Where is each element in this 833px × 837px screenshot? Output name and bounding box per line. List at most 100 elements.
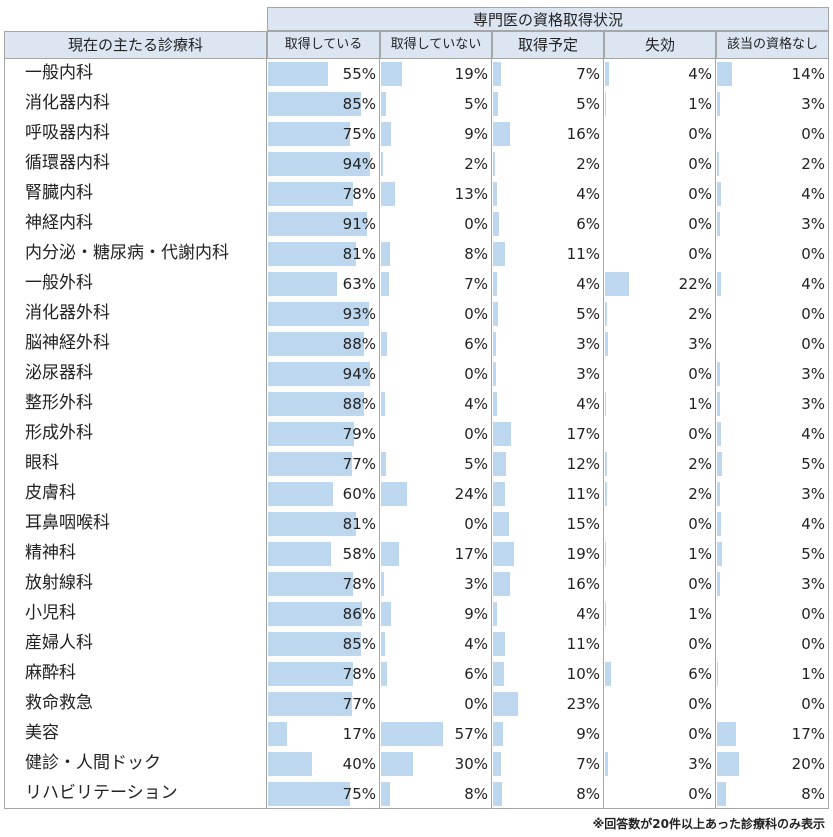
- row-label: リハビリテーション: [4, 779, 267, 809]
- value-cell: 11%: [492, 629, 604, 659]
- value-label: 0%: [464, 425, 488, 443]
- value-cell: 17%: [492, 419, 604, 449]
- value-label: 0%: [688, 635, 712, 653]
- value-cell: 2%: [604, 479, 716, 509]
- value-label: 2%: [688, 485, 712, 503]
- value-label: 0%: [801, 335, 825, 353]
- value-label: 11%: [566, 485, 600, 503]
- value-bar: [381, 572, 385, 596]
- value-label: 3%: [801, 485, 825, 503]
- value-label: 22%: [678, 275, 712, 293]
- value-cell: 0%: [604, 569, 716, 599]
- value-bar: [268, 92, 361, 116]
- value-bar: [605, 62, 610, 86]
- row-label: 腎臓内科: [4, 179, 267, 209]
- value-bar: [605, 602, 607, 626]
- value-bar: [268, 392, 364, 416]
- value-cell: 0%: [380, 209, 492, 239]
- value-label: 3%: [801, 365, 825, 383]
- value-cell: 11%: [492, 479, 604, 509]
- value-cell: 19%: [380, 59, 492, 89]
- value-label: 0%: [464, 515, 488, 533]
- value-bar: [717, 272, 722, 296]
- value-cell: 63%: [267, 269, 380, 299]
- value-label: 1%: [801, 665, 825, 683]
- value-bar: [381, 602, 391, 626]
- value-label: 94%: [342, 365, 376, 383]
- value-label: 7%: [576, 755, 600, 773]
- value-label: 0%: [688, 575, 712, 593]
- value-cell: 0%: [380, 299, 492, 329]
- value-label: 9%: [464, 125, 488, 143]
- value-cell: 0%: [380, 419, 492, 449]
- value-bar: [493, 422, 512, 446]
- value-cell: 3%: [604, 749, 716, 779]
- value-cell: 13%: [380, 179, 492, 209]
- value-label: 2%: [688, 305, 712, 323]
- value-cell: 0%: [380, 359, 492, 389]
- value-cell: 0%: [380, 509, 492, 539]
- value-cell: 15%: [492, 509, 604, 539]
- value-label: 81%: [342, 245, 376, 263]
- value-cell: 40%: [267, 749, 380, 779]
- value-bar: [717, 212, 721, 236]
- value-cell: 20%: [716, 749, 829, 779]
- value-cell: 5%: [492, 299, 604, 329]
- value-bar: [268, 332, 364, 356]
- value-bar: [381, 482, 407, 506]
- value-bar: [493, 602, 498, 626]
- value-label: 8%: [801, 785, 825, 803]
- value-bar: [268, 662, 354, 686]
- value-cell: 8%: [380, 239, 492, 269]
- value-cell: 17%: [267, 719, 380, 749]
- value-bar: [717, 482, 721, 506]
- value-label: 3%: [801, 215, 825, 233]
- value-label: 0%: [801, 695, 825, 713]
- row-label: 放射線科: [4, 569, 267, 599]
- row-label: 呼吸器内科: [4, 119, 267, 149]
- value-bar: [605, 482, 608, 506]
- value-cell: 58%: [267, 539, 380, 569]
- value-bar: [717, 452, 723, 476]
- value-label: 91%: [342, 215, 376, 233]
- row-label: 皮膚科: [4, 479, 267, 509]
- value-bar: [493, 242, 505, 266]
- value-label: 6%: [464, 665, 488, 683]
- value-bar: [493, 452, 506, 476]
- value-cell: 5%: [380, 89, 492, 119]
- value-bar: [493, 542, 514, 566]
- value-cell: 17%: [380, 539, 492, 569]
- value-cell: 0%: [716, 239, 829, 269]
- value-label: 30%: [454, 755, 488, 773]
- value-cell: 0%: [604, 359, 716, 389]
- value-cell: 14%: [716, 59, 829, 89]
- row-label: 泌尿器科: [4, 359, 267, 389]
- value-cell: 2%: [604, 449, 716, 479]
- value-label: 1%: [688, 395, 712, 413]
- value-cell: 23%: [492, 689, 604, 719]
- value-cell: 4%: [380, 629, 492, 659]
- value-cell: 78%: [267, 569, 380, 599]
- value-cell: 88%: [267, 389, 380, 419]
- value-cell: 8%: [380, 779, 492, 809]
- value-label: 93%: [342, 305, 376, 323]
- value-label: 78%: [342, 575, 376, 593]
- value-cell: 85%: [267, 89, 380, 119]
- value-cell: 0%: [716, 629, 829, 659]
- value-bar: [381, 722, 443, 746]
- value-label: 14%: [791, 65, 825, 83]
- value-bar: [493, 272, 498, 296]
- value-bar: [493, 152, 496, 176]
- row-label: 形成外科: [4, 419, 267, 449]
- row-label: 美容: [4, 719, 267, 749]
- value-cell: 3%: [716, 389, 829, 419]
- value-cell: 30%: [380, 749, 492, 779]
- value-label: 17%: [454, 545, 488, 563]
- value-bar: [605, 542, 607, 566]
- value-cell: 1%: [604, 89, 716, 119]
- value-cell: 8%: [716, 779, 829, 809]
- value-cell: 5%: [716, 539, 829, 569]
- value-label: 0%: [688, 245, 712, 263]
- value-label: 0%: [688, 155, 712, 173]
- row-label: 循環器内科: [4, 149, 267, 179]
